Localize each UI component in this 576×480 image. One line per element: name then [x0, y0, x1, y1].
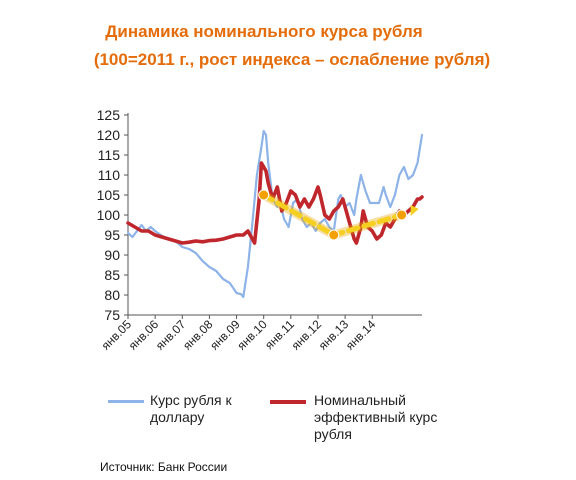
legend-label-usd: Курс рубля к доллару	[150, 392, 232, 425]
trend-point	[396, 209, 408, 221]
chart-title-line1: Динамика номинального курса рубля	[105, 22, 423, 41]
series-line-usd	[126, 129, 424, 299]
legend-swatch-neer	[270, 400, 306, 404]
y-tick-label: 115	[98, 147, 121, 163]
y-tick-label: 95	[104, 227, 120, 243]
source-note: Источник: Банк России	[100, 460, 228, 474]
y-tick-label: 125	[97, 107, 121, 123]
exchange-rate-chart: 7580859095100105110115120125янв.05янв.06…	[97, 107, 424, 353]
y-tick-label: 105	[97, 187, 121, 203]
legend-swatch-usd	[108, 400, 144, 403]
y-tick-label: 75	[104, 307, 120, 323]
y-tick-label: 120	[97, 127, 121, 143]
x-tick-label: янв.10	[234, 317, 270, 353]
y-tick-label: 85	[104, 267, 120, 283]
y-tick-label: 80	[104, 287, 120, 303]
y-tick-label: 90	[104, 247, 120, 263]
chart-title-line2: (100=2011 г., рост индекса – ослабление …	[93, 50, 491, 69]
trend-point	[258, 189, 270, 201]
series-line-neer	[126, 161, 424, 245]
x-tick-label: янв.14	[343, 317, 379, 353]
y-tick-label: 100	[97, 207, 121, 223]
trend-arrowhead	[410, 205, 419, 216]
legend-label-neer: Номинальный эффективный курс рубля	[314, 392, 438, 442]
trend-point	[328, 229, 340, 241]
y-tick-label: 110	[98, 167, 121, 183]
